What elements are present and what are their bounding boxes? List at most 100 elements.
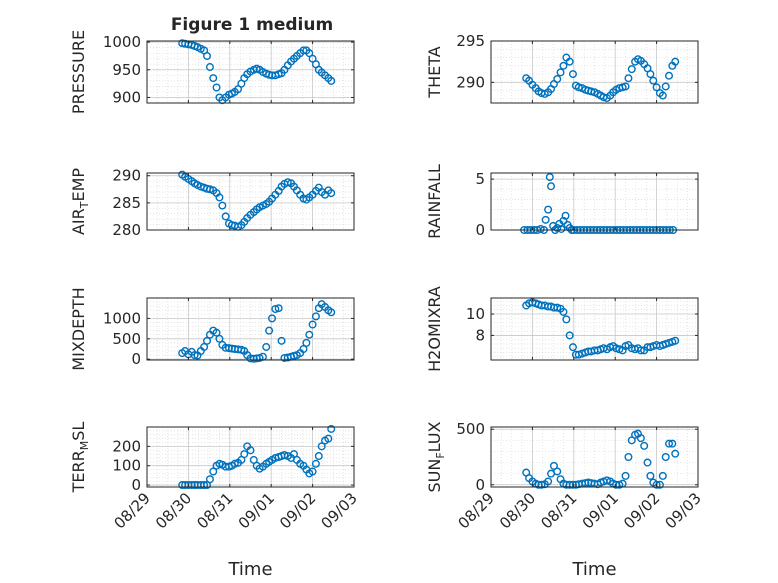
subplot-pressure: 900 950 1000 PRESSURE (69, 30, 355, 114)
y-tick-label: 200 (112, 437, 141, 455)
axes-box (490, 426, 699, 488)
data-point (190, 351, 199, 360)
subplot-h2omixra: 8 10 H2OMIXRA (425, 286, 699, 372)
data-point (324, 434, 333, 443)
data-point (556, 68, 565, 77)
y-tick-label: 0 (475, 476, 485, 494)
x-axis-title: Time (227, 559, 272, 580)
y-axis-label-main: H2OMIXRA (425, 286, 444, 372)
y-axis-label-main: THETA (425, 46, 444, 98)
y-axis-label-main: SUN (425, 459, 444, 493)
y-tick-label: 1000 (103, 33, 141, 51)
data-point (661, 82, 670, 91)
data-point (541, 215, 550, 224)
data-point (658, 91, 667, 100)
axes-box (146, 172, 355, 231)
data-point (203, 51, 212, 60)
data-point (649, 76, 658, 85)
data-point (299, 344, 308, 353)
data-point (308, 320, 317, 329)
data-point (640, 441, 649, 450)
axes-box (490, 297, 699, 361)
y-tick-label: 295 (456, 32, 485, 50)
data-point (587, 87, 596, 96)
y-tick-label: 500 (456, 420, 485, 438)
y-axis-label: AIRTEMP (69, 168, 91, 235)
subplot-theta: 290 295 THETA (425, 32, 699, 104)
data-point (271, 305, 280, 314)
data-point (317, 442, 326, 451)
axes-box (146, 297, 355, 361)
y-axis-label: MIXDEPTH (69, 287, 88, 370)
data-point (314, 452, 323, 461)
data-point (308, 467, 317, 476)
data-point (627, 436, 636, 445)
y-tick-label: 280 (112, 221, 141, 239)
data-point (305, 330, 314, 339)
data-point (240, 450, 249, 459)
data-point (671, 336, 680, 345)
data-point (212, 83, 221, 92)
data-point (200, 481, 209, 490)
subplot-mixdepth: 0 500 1000 MIXDEPTH (69, 287, 355, 371)
data-point (277, 336, 286, 345)
data-point (327, 308, 336, 317)
y-axis-label: H2OMIXRA (425, 286, 444, 372)
data-point (646, 471, 655, 480)
data-point (559, 307, 568, 316)
y-tick-label: 290 (112, 167, 141, 185)
y-axis-label-subscript: F (434, 452, 447, 458)
data-point (621, 82, 630, 91)
data-point (568, 480, 577, 489)
data-point (565, 223, 574, 232)
data-point (561, 211, 570, 220)
data-point (218, 201, 227, 210)
y-axis-label-main: MIXDEPTH (69, 287, 88, 370)
axes-box (146, 426, 355, 488)
data-point (205, 475, 214, 484)
y-axis-label-main: AIR (69, 208, 88, 235)
data-point (212, 328, 221, 337)
data-point (553, 223, 562, 232)
data-series (522, 429, 680, 489)
y-axis-label-subscript: M (78, 441, 91, 451)
y-axis-label-main: RAINFALL (425, 164, 444, 239)
y-tick-label: 10 (466, 305, 485, 323)
data-series (178, 170, 336, 231)
data-series (178, 39, 336, 105)
y-tick-label: 8 (475, 326, 485, 344)
data-point (268, 314, 277, 323)
y-tick-label: 0 (131, 350, 141, 368)
data-point (646, 70, 655, 79)
y-axis-label-tail: LUX (425, 421, 444, 452)
data-point (215, 334, 224, 343)
data-point (636, 346, 645, 355)
y-tick-label: 900 (112, 88, 141, 106)
data-point (547, 182, 556, 191)
data-point (311, 312, 320, 321)
data-point (327, 424, 336, 433)
data-point (624, 453, 633, 462)
data-point (246, 446, 255, 455)
data-point (221, 212, 230, 221)
data-point (671, 57, 680, 66)
data-point (544, 205, 553, 214)
y-tick-label: 950 (112, 61, 141, 79)
y-tick-label: 500 (112, 330, 141, 348)
y-axis-label-tail: SL (69, 422, 88, 441)
data-point (311, 459, 320, 468)
data-point (559, 216, 568, 225)
data-point (537, 480, 546, 489)
data-point (668, 439, 677, 448)
data-point (568, 70, 577, 79)
data-series (522, 298, 680, 359)
data-point (249, 354, 258, 363)
y-axis-label: THETA (425, 46, 444, 98)
y-axis-label-subscript: T (78, 201, 91, 209)
y-tick-label: 5 (475, 170, 485, 188)
y-axis-label: TERRMSL (69, 422, 91, 494)
data-point (205, 63, 214, 72)
data-point (553, 75, 562, 84)
axes-box (146, 40, 355, 104)
data-point (671, 449, 680, 458)
